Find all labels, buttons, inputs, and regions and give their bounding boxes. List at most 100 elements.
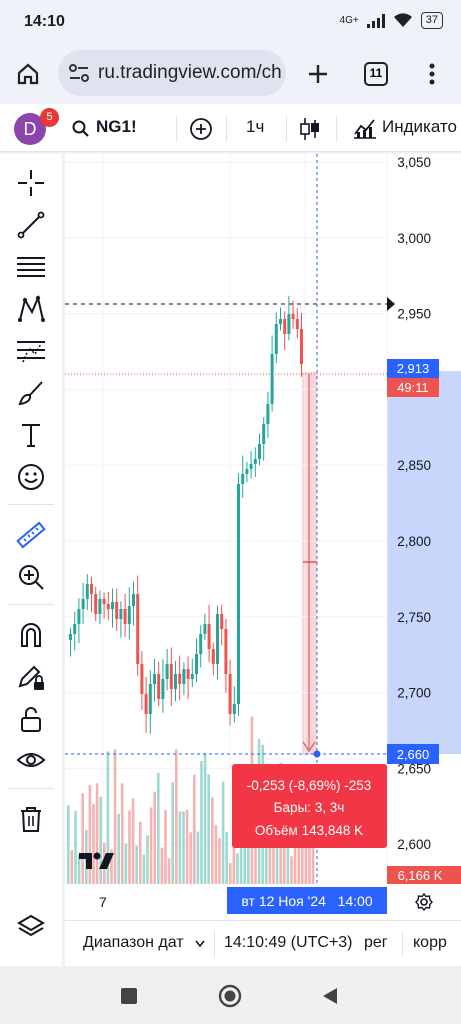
candle-body [237, 484, 240, 704]
smiley-icon [18, 464, 44, 490]
candle-body [195, 654, 198, 674]
volume-bar [207, 774, 210, 884]
measure-tool[interactable] [12, 518, 50, 552]
brush-tool[interactable] [12, 376, 50, 410]
candle-body [279, 319, 282, 324]
settings-gear-icon[interactable] [414, 892, 434, 912]
trash-icon [21, 807, 41, 832]
indicators-icon[interactable] [352, 116, 378, 140]
time-axis[interactable]: 7 1 вт 12 Ноя '24 14:00 [65, 884, 461, 920]
candle-body [262, 424, 266, 444]
measure-change-text: -0,253 (-8,69%) -253 [247, 778, 372, 793]
object-tree-tool[interactable] [12, 910, 50, 944]
unlock-icon [21, 707, 41, 732]
timezone-clock[interactable]: 14:10:49 (UTC+3) [224, 934, 353, 951]
system-nav-bar [0, 966, 461, 1024]
volume-bar [117, 813, 120, 884]
volume-bar [301, 844, 304, 884]
site-settings-icon[interactable] [68, 63, 90, 83]
zoom-tool[interactable] [12, 560, 50, 594]
pattern-icon [18, 294, 45, 322]
candles-type-icon[interactable] [298, 116, 322, 142]
adjust-button[interactable]: корр [413, 934, 447, 951]
measure-zone [387, 371, 461, 754]
candle-body [220, 614, 224, 629]
chevron-down-icon[interactable] [195, 940, 205, 948]
interval-button[interactable]: 1ч [246, 117, 265, 136]
candle-body [274, 324, 278, 354]
chart-area[interactable]: 3,0503,0002,9502,9002,8502,8002,7502,700… [65, 154, 461, 885]
volume-bar [221, 781, 225, 884]
more-menu-icon[interactable] [426, 62, 438, 86]
address-bar[interactable]: ru.tradingview.com/ch [58, 50, 286, 96]
candle-body [157, 674, 161, 699]
zoom-in-icon [19, 565, 44, 590]
magnet-tool[interactable] [12, 618, 50, 652]
candle-body [174, 674, 177, 689]
session-button[interactable]: рег [364, 934, 388, 951]
candle-body [245, 469, 249, 474]
fib-tool[interactable] [12, 250, 50, 284]
hide-drawings-tool[interactable] [12, 744, 50, 778]
price-tick-label: 2,850 [397, 458, 431, 473]
battery-icon: 37 [420, 12, 443, 29]
prediction-icon [17, 341, 45, 363]
candle-body [287, 314, 291, 334]
compare-add-icon[interactable] [189, 117, 213, 141]
text-tool[interactable] [12, 418, 50, 452]
volume-bar [135, 845, 138, 884]
candle-body [165, 664, 169, 679]
countdown-badge [387, 378, 439, 397]
lock-all-tool[interactable] [12, 702, 50, 736]
price-chart[interactable]: 3,0503,0002,9502,9002,8502,8002,7502,700… [65, 154, 461, 885]
chart-bottom-bar: Диапазон дат 14:10:49 (UTC+3) рег корр [65, 920, 461, 966]
volume-bar [99, 796, 102, 884]
indicators-button[interactable]: Индикато [382, 117, 457, 136]
home-icon[interactable] [16, 62, 40, 86]
volume-label: 6,166 K [398, 868, 443, 883]
symbol-search-button[interactable]: NG1! [96, 117, 137, 136]
candle-body [232, 704, 236, 714]
candle-body [102, 599, 106, 604]
volume-bar [214, 825, 218, 884]
status-time: 14:10 [24, 13, 65, 30]
drawing-tools-panel [0, 154, 62, 970]
candle-body [199, 634, 203, 654]
volume-bar [193, 774, 196, 884]
notification-badge: 5 [40, 108, 59, 127]
crosshair-tool[interactable] [12, 166, 50, 200]
price-tick-label: 2,650 [397, 761, 431, 776]
text-icon [22, 424, 40, 447]
measure-price-label: 2,660 [397, 747, 430, 762]
candle-body [77, 609, 81, 624]
date-range-button[interactable]: Диапазон дат [83, 934, 184, 951]
volume-bar [74, 810, 77, 884]
tradingview-logo[interactable] [79, 852, 114, 870]
emoji-tool[interactable] [12, 460, 50, 494]
tab-switcher-button[interactable]: 11 [364, 62, 388, 86]
back-button[interactable] [320, 986, 340, 1006]
lock-drawing-tool[interactable] [12, 660, 50, 694]
measure-volume-text: Объём 143,848 K [255, 823, 363, 838]
browser-toolbar: ru.tradingview.com/ch 11 [0, 44, 461, 104]
home-button[interactable] [218, 984, 242, 1008]
new-tab-icon[interactable] [306, 62, 330, 86]
trend-line-tool[interactable] [12, 208, 50, 242]
candles [69, 296, 303, 734]
volume-bar [157, 772, 160, 884]
crosshair-icon [18, 170, 44, 196]
candle-body [123, 609, 127, 624]
recents-button[interactable] [121, 988, 137, 1004]
candle-body [106, 604, 110, 609]
search-icon[interactable] [72, 120, 90, 138]
volume-bar [293, 836, 297, 884]
pattern-tool[interactable] [12, 292, 50, 326]
volume-bar [142, 854, 146, 884]
remove-drawings-tool[interactable] [12, 802, 50, 836]
volume-bar [185, 809, 189, 884]
signal-icon [366, 13, 385, 28]
volume-bar [164, 809, 167, 884]
forecast-tool[interactable] [12, 334, 50, 368]
volume-bar [121, 783, 124, 884]
volume-bar [146, 835, 149, 884]
